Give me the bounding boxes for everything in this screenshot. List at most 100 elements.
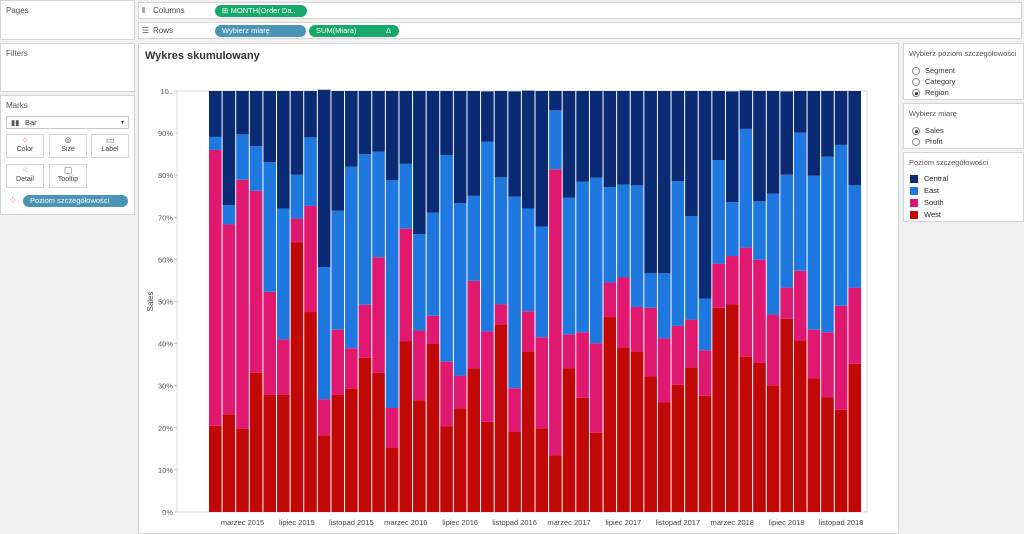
bar-segment-east[interactable]: [372, 151, 385, 258]
bar-segment-east[interactable]: [617, 184, 630, 278]
bar-segment-west[interactable]: [331, 394, 345, 512]
bar-segment-central[interactable]: [304, 91, 317, 138]
bar-segment-east[interactable]: [821, 156, 834, 333]
bar-segment-west[interactable]: [290, 242, 304, 512]
bar-segment-east[interactable]: [739, 128, 753, 248]
bar-segment-south[interactable]: [467, 280, 481, 369]
bar-segment-west[interactable]: [603, 317, 617, 512]
bar-segment-central[interactable]: [549, 91, 562, 111]
bar-segment-east[interactable]: [508, 196, 521, 389]
bar-segment-east[interactable]: [358, 154, 372, 305]
bar-segment-central[interactable]: [372, 91, 385, 152]
bar-segment-east[interactable]: [222, 205, 236, 225]
bar-segment-east[interactable]: [521, 208, 535, 312]
bar-segment-east[interactable]: [426, 212, 440, 316]
bar-segment-west[interactable]: [712, 307, 725, 512]
bar-segment-central[interactable]: [345, 91, 358, 167]
bar-segment-south[interactable]: [685, 319, 698, 368]
bar-segment-south[interactable]: [535, 337, 549, 429]
bar-segment-east[interactable]: [589, 177, 603, 344]
bar-segment-west[interactable]: [385, 448, 399, 512]
bar-segment-east[interactable]: [345, 166, 358, 349]
bar-segment-south[interactable]: [589, 343, 603, 433]
bar-segment-central[interactable]: [508, 91, 521, 197]
bar-segment-west[interactable]: [725, 304, 739, 512]
bar-segment-south[interactable]: [317, 399, 331, 436]
bar-segment-east[interactable]: [807, 175, 821, 330]
bar-segment-west[interactable]: [617, 347, 630, 512]
bar-segment-east[interactable]: [453, 202, 467, 376]
bar-segment-south[interactable]: [753, 259, 766, 363]
bar-segment-central[interactable]: [725, 91, 739, 203]
bar-segment-south[interactable]: [698, 350, 712, 396]
bar-segment-west[interactable]: [440, 426, 453, 512]
bar-segment-central[interactable]: [440, 91, 453, 155]
bar-segment-south[interactable]: [848, 287, 861, 364]
bar-segment-south[interactable]: [345, 348, 358, 389]
bar-segment-south[interactable]: [290, 218, 304, 243]
bar-segment-west[interactable]: [263, 394, 277, 512]
bar-segment-east[interactable]: [440, 154, 453, 362]
bar-segment-west[interactable]: [739, 356, 753, 512]
bar-segment-east[interactable]: [603, 186, 617, 283]
bar-segment-south[interactable]: [834, 305, 848, 410]
bar-segment-west[interactable]: [685, 367, 698, 512]
bar-segment-west[interactable]: [426, 343, 440, 512]
bar-segment-central[interactable]: [739, 90, 753, 129]
bar-segment-central[interactable]: [249, 91, 263, 147]
bar-segment-south[interactable]: [671, 325, 685, 385]
rows-pill-measure-parameter[interactable]: Wybierz miarę: [215, 25, 306, 37]
bar-segment-west[interactable]: [481, 421, 494, 512]
bar-segment-east[interactable]: [685, 216, 698, 320]
bar-segment-east[interactable]: [671, 181, 685, 326]
bar-segment-west[interactable]: [521, 351, 535, 512]
bar-segment-south[interactable]: [630, 306, 644, 352]
bar-segment-central[interactable]: [671, 91, 685, 182]
bar-segment-central[interactable]: [358, 91, 372, 155]
bar-segment-south[interactable]: [426, 315, 440, 344]
bar-segment-central[interactable]: [277, 91, 290, 209]
bar-segment-south[interactable]: [508, 388, 521, 432]
bar-segment-west[interactable]: [277, 394, 290, 512]
bar-segment-west[interactable]: [535, 428, 549, 512]
bar-segment-east[interactable]: [834, 144, 848, 306]
bar-segment-west[interactable]: [630, 351, 644, 512]
bar-segment-west[interactable]: [807, 378, 821, 512]
bar-segment-south[interactable]: [793, 270, 807, 341]
bar-segment-central[interactable]: [413, 91, 426, 235]
bar-segment-east[interactable]: [657, 273, 671, 339]
bar-segment-central[interactable]: [222, 91, 236, 206]
rows-pill-sum-measure[interactable]: SUM(Miara) Δ: [309, 25, 399, 37]
bar-segment-west[interactable]: [848, 363, 861, 512]
bar-segment-west[interactable]: [494, 324, 508, 512]
bar-segment-east[interactable]: [766, 193, 780, 315]
bar-segment-central[interactable]: [263, 91, 277, 163]
bar-segment-west[interactable]: [249, 372, 263, 512]
bar-segment-south[interactable]: [576, 332, 589, 398]
bar-segment-east[interactable]: [481, 141, 494, 332]
bar-segment-south[interactable]: [453, 375, 467, 409]
bar-segment-south[interactable]: [399, 228, 413, 342]
bar-segment-east[interactable]: [644, 273, 657, 308]
columns-pill-month[interactable]: ⊞ MONTH(Order Da..: [215, 5, 307, 17]
bar-segment-west[interactable]: [793, 340, 807, 512]
bar-segment-west[interactable]: [358, 357, 372, 512]
bar-segment-central[interactable]: [603, 91, 617, 187]
bar-segment-south[interactable]: [657, 338, 671, 403]
bar-segment-south[interactable]: [712, 263, 725, 308]
bar-segment-east[interactable]: [494, 177, 508, 305]
bar-segment-west[interactable]: [821, 397, 834, 512]
bar-segment-west[interactable]: [834, 409, 848, 512]
bar-segment-central[interactable]: [290, 91, 304, 175]
bar-segment-central[interactable]: [753, 91, 766, 202]
bar-segment-south[interactable]: [562, 334, 576, 369]
bar-segment-south[interactable]: [331, 329, 345, 395]
bar-segment-central[interactable]: [521, 90, 535, 209]
bar-segment-central[interactable]: [698, 91, 712, 299]
bar-segment-south[interactable]: [494, 304, 508, 325]
columns-shelf[interactable]: ⦀ Columns ⊞ MONTH(Order Da..: [138, 2, 1022, 19]
bar-segment-west[interactable]: [508, 431, 521, 512]
bar-segment-south[interactable]: [807, 329, 821, 379]
bar-segment-central[interactable]: [712, 91, 725, 161]
bar-segment-west[interactable]: [453, 408, 467, 512]
